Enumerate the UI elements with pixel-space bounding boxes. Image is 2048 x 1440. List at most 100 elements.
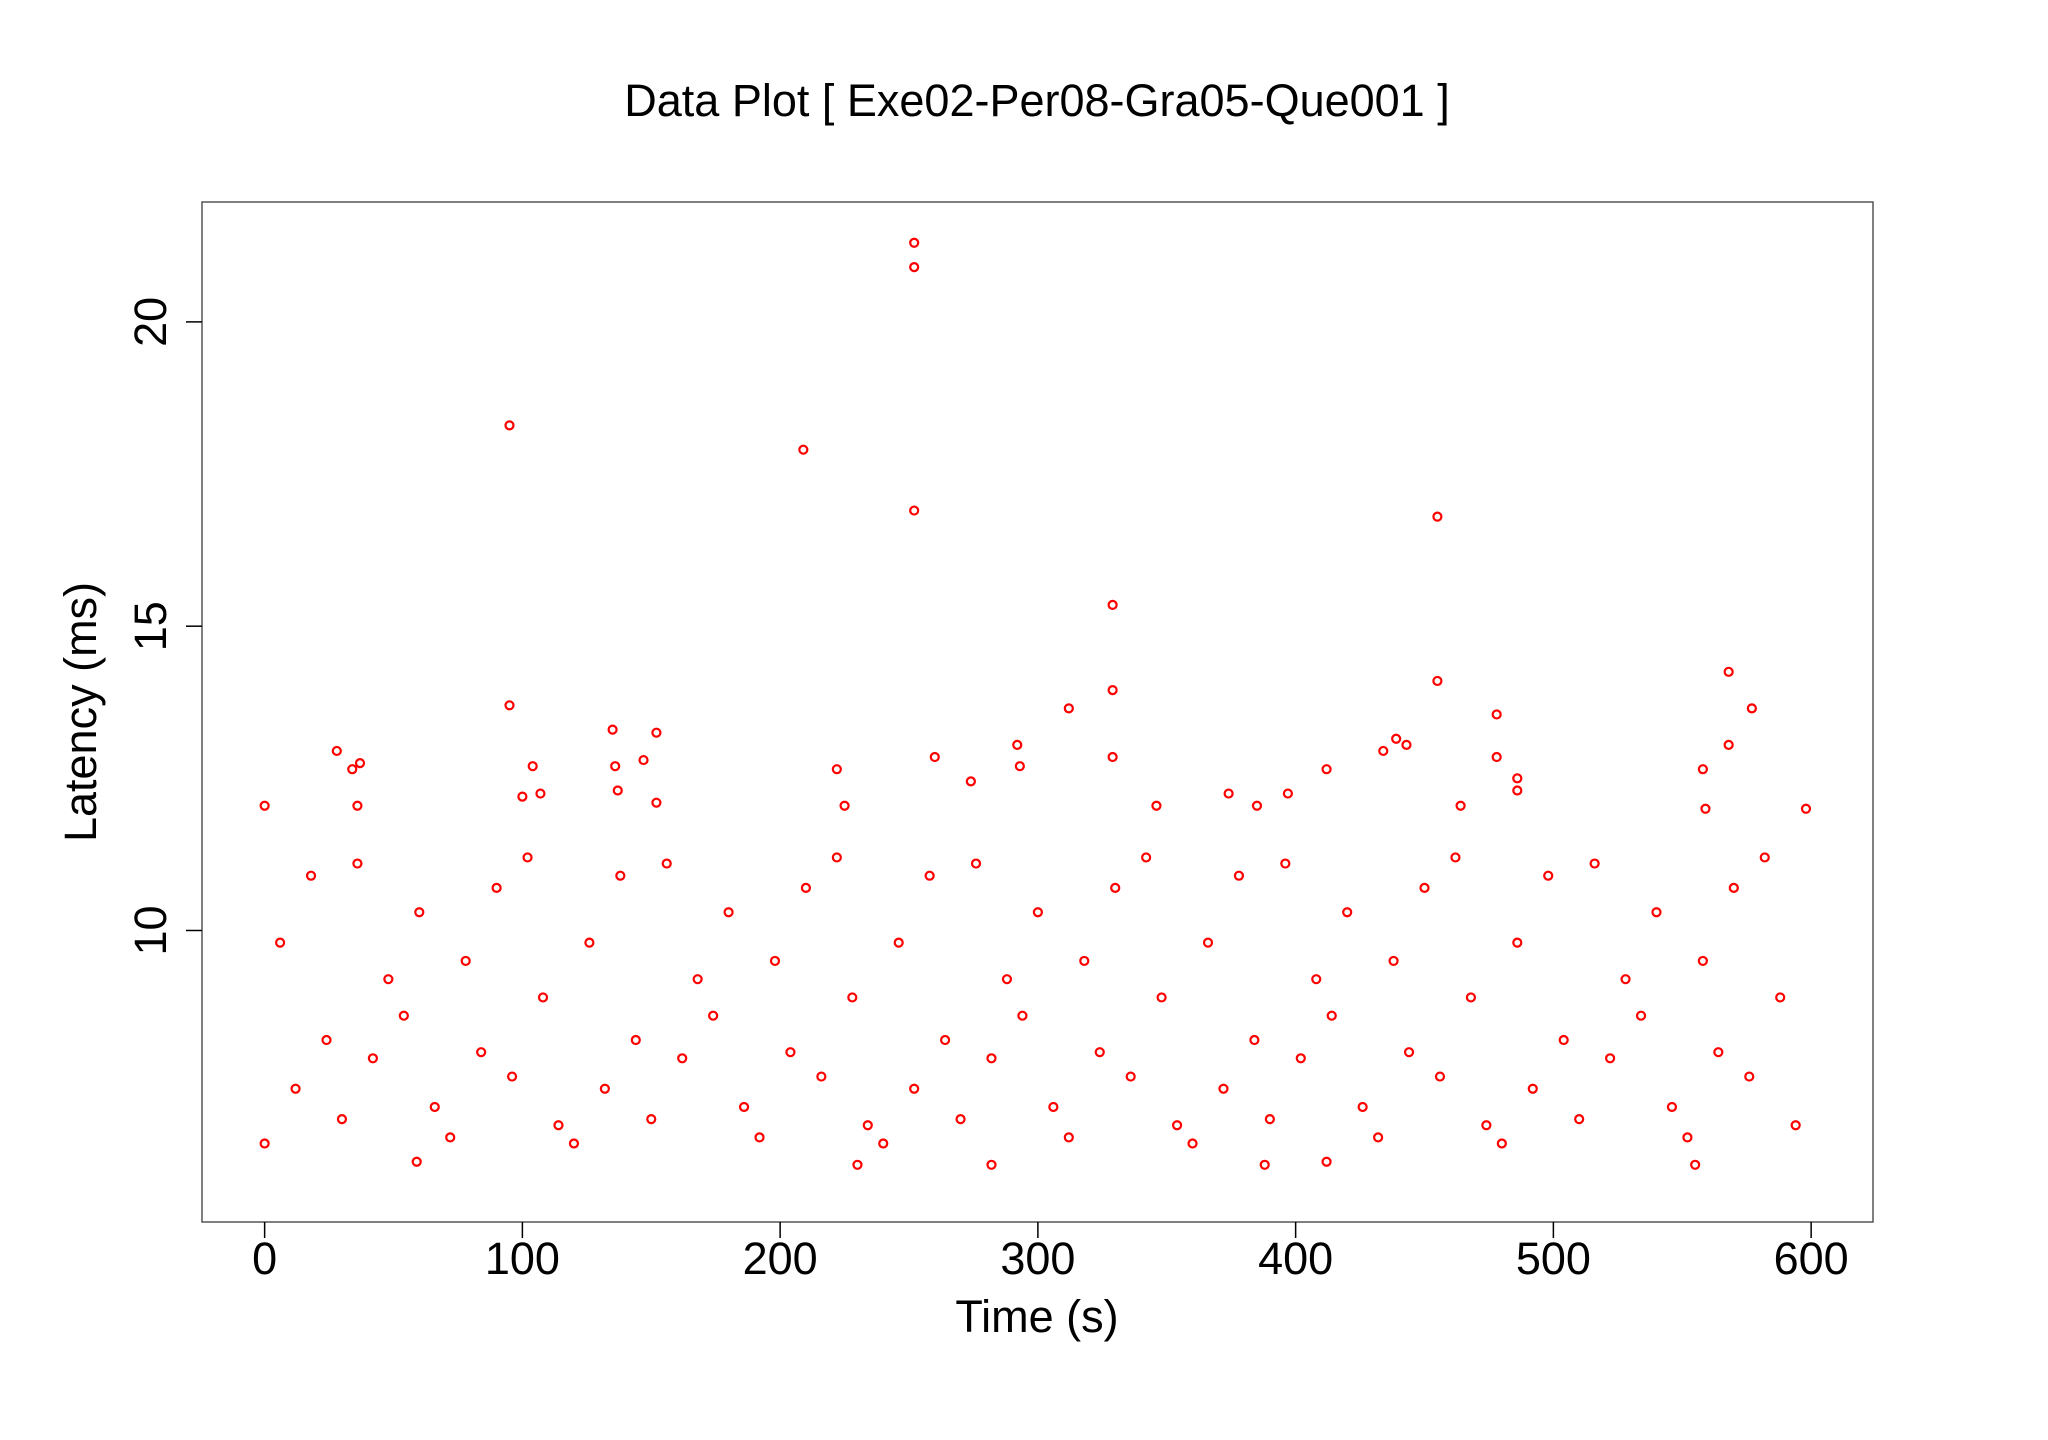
point bbox=[1651, 907, 1662, 918]
point bbox=[1697, 764, 1708, 775]
point bbox=[909, 237, 920, 248]
point bbox=[414, 907, 425, 918]
point bbox=[939, 1034, 951, 1046]
point bbox=[909, 1083, 920, 1094]
point bbox=[831, 764, 842, 775]
point bbox=[553, 1120, 564, 1131]
point bbox=[1512, 773, 1523, 784]
point bbox=[1690, 1159, 1701, 1170]
point bbox=[651, 727, 662, 738]
point bbox=[1481, 1120, 1492, 1131]
point bbox=[1063, 1132, 1074, 1143]
point bbox=[568, 1138, 580, 1149]
point bbox=[1666, 1101, 1678, 1113]
point bbox=[1450, 852, 1461, 863]
point bbox=[584, 937, 595, 948]
point bbox=[1223, 788, 1234, 799]
point bbox=[1432, 675, 1443, 687]
point bbox=[661, 858, 672, 869]
point bbox=[331, 745, 342, 757]
point bbox=[1604, 1053, 1616, 1064]
point bbox=[852, 1159, 863, 1170]
point bbox=[738, 1101, 750, 1113]
point bbox=[610, 761, 621, 772]
point bbox=[347, 764, 358, 775]
point bbox=[491, 882, 502, 893]
point bbox=[506, 1071, 518, 1082]
point bbox=[909, 262, 920, 273]
x-tick-label: 400 bbox=[1258, 1233, 1333, 1284]
point bbox=[1512, 937, 1523, 948]
point bbox=[798, 444, 809, 455]
y-axis-title: Latency (ms) bbox=[55, 582, 106, 842]
point bbox=[1187, 1138, 1198, 1149]
x-axis-title: Time (s) bbox=[955, 1291, 1118, 1342]
point bbox=[839, 800, 850, 811]
point bbox=[1455, 800, 1466, 811]
point bbox=[1728, 882, 1739, 893]
point bbox=[445, 1132, 456, 1143]
point bbox=[1391, 733, 1402, 744]
point bbox=[1527, 1083, 1538, 1094]
point bbox=[909, 505, 920, 516]
point bbox=[1434, 1071, 1446, 1082]
point bbox=[1790, 1120, 1801, 1131]
point bbox=[1589, 858, 1600, 869]
point bbox=[1280, 858, 1291, 869]
point bbox=[1543, 870, 1554, 881]
point bbox=[1233, 870, 1245, 881]
point bbox=[612, 785, 623, 796]
point bbox=[924, 870, 935, 881]
point bbox=[352, 800, 363, 811]
point bbox=[1512, 785, 1523, 796]
point bbox=[1491, 709, 1502, 720]
point bbox=[1321, 1156, 1332, 1167]
point bbox=[646, 1114, 657, 1125]
point bbox=[1063, 703, 1074, 714]
point bbox=[929, 751, 940, 763]
point bbox=[754, 1132, 765, 1143]
point bbox=[1759, 852, 1770, 863]
y-tick-label: 15 bbox=[125, 601, 176, 651]
point bbox=[615, 870, 626, 881]
point bbox=[1558, 1034, 1569, 1046]
point bbox=[677, 1053, 688, 1064]
point bbox=[1342, 907, 1353, 918]
point bbox=[1282, 788, 1294, 799]
point bbox=[955, 1114, 966, 1125]
point bbox=[1125, 1071, 1136, 1082]
point bbox=[1373, 1132, 1384, 1143]
point bbox=[607, 724, 618, 735]
point bbox=[537, 992, 549, 1003]
point bbox=[630, 1034, 641, 1046]
point bbox=[769, 955, 781, 967]
point bbox=[1700, 803, 1711, 814]
x-tick-label: 600 bbox=[1774, 1233, 1849, 1284]
point bbox=[1110, 882, 1121, 893]
point bbox=[1032, 907, 1043, 918]
x-tick-label: 200 bbox=[743, 1233, 818, 1284]
point bbox=[893, 937, 904, 948]
point bbox=[1496, 1138, 1507, 1149]
point bbox=[1014, 761, 1025, 772]
point bbox=[816, 1071, 827, 1082]
point bbox=[708, 1010, 719, 1021]
x-tick-label: 0 bbox=[252, 1233, 277, 1284]
point bbox=[1017, 1010, 1028, 1021]
point bbox=[1048, 1101, 1059, 1113]
point bbox=[517, 791, 528, 802]
point bbox=[965, 776, 976, 787]
point bbox=[411, 1156, 422, 1167]
point bbox=[354, 758, 366, 769]
point bbox=[1012, 739, 1023, 750]
point bbox=[1311, 974, 1322, 985]
point bbox=[321, 1034, 332, 1046]
point bbox=[1401, 739, 1412, 750]
x-tick-label: 100 bbox=[485, 1233, 560, 1284]
x-tick-label: 300 bbox=[1000, 1233, 1075, 1284]
point bbox=[1218, 1083, 1229, 1094]
point bbox=[1264, 1114, 1275, 1125]
point bbox=[1713, 1047, 1724, 1058]
point bbox=[1251, 800, 1263, 811]
point bbox=[831, 852, 842, 863]
